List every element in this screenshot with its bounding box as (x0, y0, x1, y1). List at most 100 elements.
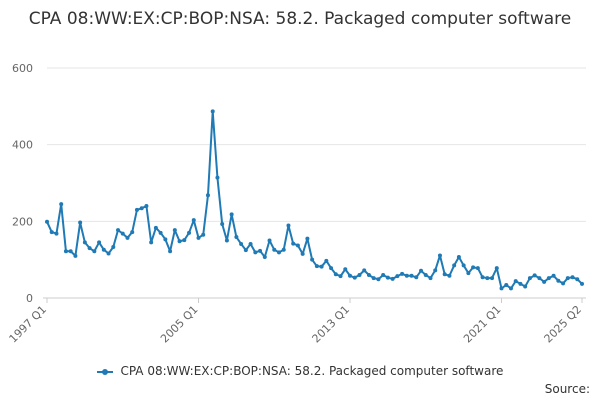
data-point[interactable] (404, 273, 409, 278)
data-point[interactable] (437, 253, 442, 258)
data-point[interactable] (248, 241, 253, 246)
data-point[interactable] (286, 223, 291, 228)
data-point[interactable] (381, 273, 386, 277)
data-point[interactable] (73, 253, 78, 258)
data-point[interactable] (357, 273, 362, 277)
data-point[interactable] (319, 264, 324, 269)
data-point[interactable] (485, 276, 490, 281)
data-point[interactable] (400, 271, 405, 276)
data-point[interactable] (201, 232, 206, 237)
series-line[interactable] (46, 110, 583, 290)
data-point[interactable] (97, 240, 102, 245)
data-point[interactable] (580, 281, 584, 286)
data-point[interactable] (542, 279, 547, 284)
data-point[interactable] (54, 231, 59, 236)
data-point[interactable] (518, 281, 523, 286)
data-point[interactable] (551, 273, 556, 278)
data-point[interactable] (63, 249, 68, 254)
data-point[interactable] (556, 278, 561, 283)
data-point[interactable] (527, 276, 532, 281)
data-point[interactable] (428, 276, 433, 281)
data-point[interactable] (419, 268, 424, 273)
data-point[interactable] (494, 266, 499, 271)
data-point[interactable] (523, 284, 528, 289)
data-point[interactable] (461, 263, 466, 268)
data-point[interactable] (300, 251, 305, 256)
data-point[interactable] (210, 109, 215, 114)
data-point[interactable] (395, 274, 400, 279)
data-point[interactable] (433, 268, 438, 273)
data-point[interactable] (376, 277, 381, 282)
data-point[interactable] (333, 272, 338, 277)
data-point[interactable] (68, 249, 73, 254)
data-point[interactable] (575, 277, 580, 282)
data-point[interactable] (224, 238, 229, 243)
data-point[interactable] (276, 250, 281, 255)
data-point[interactable] (111, 245, 116, 250)
data-point[interactable] (87, 246, 92, 251)
data-point[interactable] (125, 235, 130, 240)
data-point[interactable] (153, 225, 158, 230)
data-point[interactable] (499, 286, 504, 291)
data-point[interactable] (338, 274, 343, 279)
data-point[interactable] (229, 212, 234, 217)
data-point[interactable] (532, 273, 537, 278)
data-point[interactable] (366, 273, 371, 277)
data-point[interactable] (158, 230, 163, 235)
data-point[interactable] (59, 202, 64, 207)
data-point[interactable] (480, 275, 485, 280)
data-point[interactable] (92, 249, 97, 254)
data-point[interactable] (239, 241, 244, 246)
data-point[interactable] (116, 228, 121, 233)
data-point[interactable] (196, 235, 201, 240)
data-point[interactable] (456, 254, 461, 259)
data-point[interactable] (144, 204, 149, 208)
data-point[interactable] (452, 263, 457, 268)
data-point[interactable] (191, 218, 196, 223)
data-point[interactable] (163, 237, 168, 242)
data-point[interactable] (447, 273, 452, 278)
data-point[interactable] (267, 238, 272, 243)
data-point[interactable] (215, 175, 220, 180)
data-point[interactable] (314, 264, 319, 269)
data-point[interactable] (177, 239, 182, 244)
data-point[interactable] (305, 236, 310, 241)
data-point[interactable] (168, 249, 173, 254)
data-point[interactable] (262, 254, 267, 259)
data-point[interactable] (513, 279, 518, 284)
data-point[interactable] (348, 273, 353, 278)
data-point[interactable] (310, 257, 315, 262)
data-point[interactable] (466, 271, 471, 276)
data-point[interactable] (504, 282, 509, 287)
data-point[interactable] (106, 251, 111, 256)
data-point[interactable] (82, 240, 87, 245)
data-point[interactable] (343, 267, 348, 272)
data-point[interactable] (565, 276, 570, 281)
data-point[interactable] (149, 240, 154, 245)
data-point[interactable] (78, 220, 83, 225)
data-point[interactable] (570, 275, 575, 280)
data-point[interactable] (362, 268, 367, 273)
data-point[interactable] (537, 276, 542, 281)
data-point[interactable] (291, 241, 296, 246)
data-point[interactable] (49, 230, 54, 235)
data-point[interactable] (423, 273, 428, 277)
data-point[interactable] (272, 247, 277, 252)
data-point[interactable] (182, 238, 187, 243)
data-point[interactable] (371, 276, 376, 281)
data-point[interactable] (490, 276, 495, 281)
data-point[interactable] (172, 228, 177, 233)
data-point[interactable] (508, 286, 513, 291)
data-point[interactable] (409, 273, 414, 278)
data-point[interactable] (134, 207, 139, 212)
data-point[interactable] (187, 230, 192, 235)
data-point[interactable] (120, 231, 125, 236)
data-point[interactable] (234, 235, 239, 240)
data-point[interactable] (253, 250, 258, 255)
data-point[interactable] (329, 266, 334, 271)
data-point[interactable] (295, 243, 300, 248)
legend[interactable]: CPA 08:WW:EX:CP:BOP:NSA: 58.2. Packaged … (0, 364, 600, 378)
data-point[interactable] (45, 219, 49, 224)
data-point[interactable] (101, 247, 106, 252)
data-point[interactable] (352, 275, 357, 280)
